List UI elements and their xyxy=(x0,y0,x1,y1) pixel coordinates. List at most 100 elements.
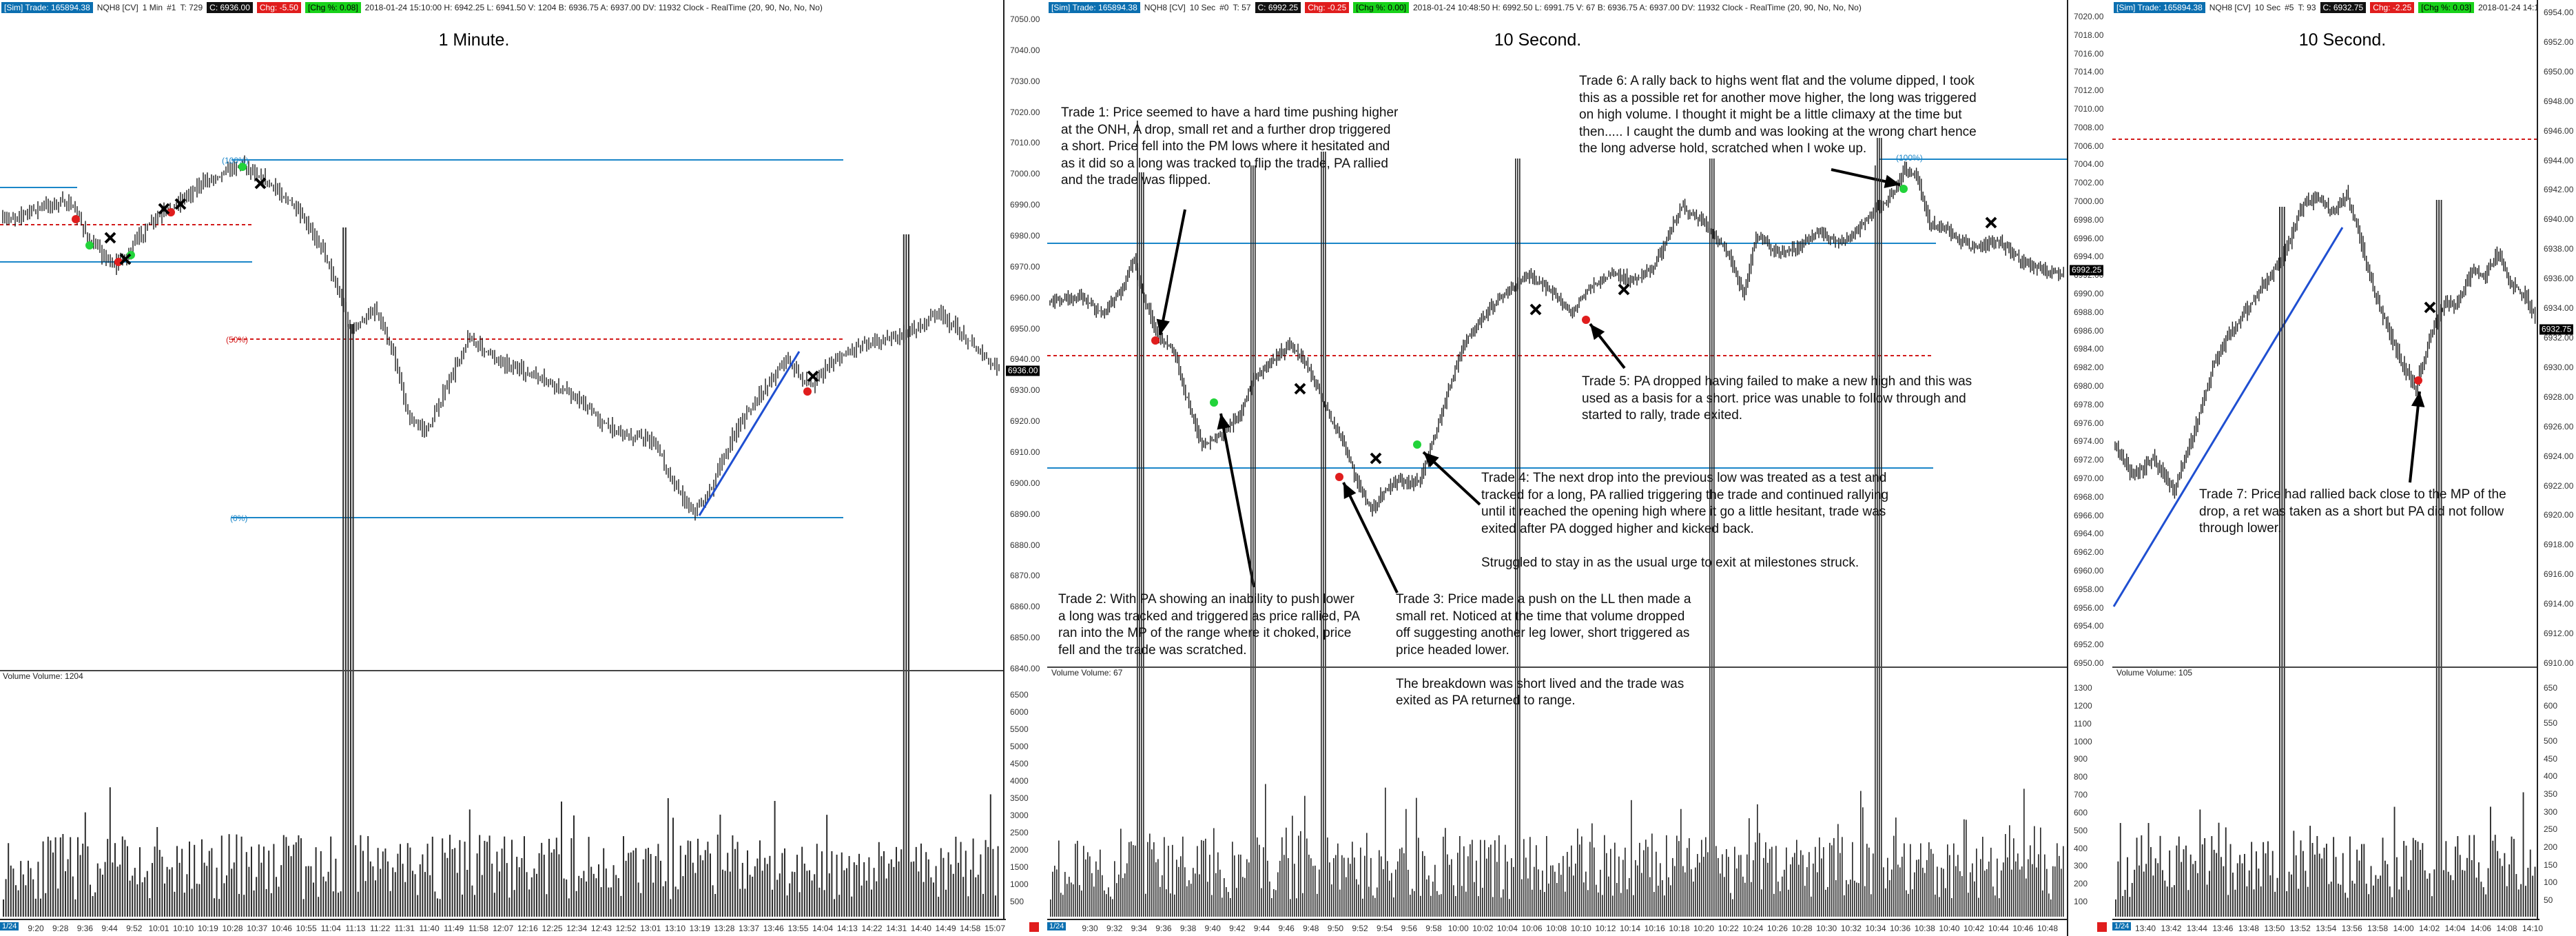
volume-bar xyxy=(1302,893,1304,917)
price-tick: 6924.00 xyxy=(2544,451,2574,461)
volume-bar xyxy=(896,846,897,917)
volume-bars xyxy=(1050,121,2064,917)
pane-divider[interactable] xyxy=(0,670,1006,671)
price-chart-10sec[interactable] xyxy=(1047,0,2071,936)
volume-bar xyxy=(357,891,359,917)
volume-bar xyxy=(612,865,615,917)
exit-marker xyxy=(807,370,819,383)
volume-bar xyxy=(878,842,880,917)
volume-bar xyxy=(784,848,785,917)
chart-panel-1min[interactable]: [Sim] Trade: 165894.38 NQH8 [CV] 1 Min #… xyxy=(0,0,1047,936)
interval-label[interactable]: 10 Sec xyxy=(1189,3,1216,12)
volume-bar xyxy=(1054,866,1055,917)
volume-bar xyxy=(1403,853,1405,917)
price-axis[interactable]: 6954.00 6952.00 6950.00 6948.00 6946.00 6944.… xyxy=(2537,0,2576,936)
time-tick: 15:07 xyxy=(984,924,1006,933)
price-axis[interactable]: 7050.00 7040.00 7030.00 7020.00 7010.00 7000.… xyxy=(1003,0,1047,936)
symbol-label[interactable]: NQH8 [CV] xyxy=(2209,3,2251,12)
volume-bar xyxy=(1538,869,1539,917)
volume-bar xyxy=(129,880,131,917)
symbol-label[interactable]: NQH8 [CV] xyxy=(1144,3,1186,12)
pane-divider[interactable] xyxy=(2112,667,2539,668)
volume-bar xyxy=(1691,869,1692,917)
volume-bar xyxy=(369,861,371,917)
long-entry-marker xyxy=(238,163,247,171)
volume-bar xyxy=(2017,853,2019,917)
volume-bar xyxy=(70,837,72,917)
price-chart-1min[interactable] xyxy=(0,0,1006,936)
volume-bar xyxy=(580,878,582,917)
symbol-label[interactable]: NQH8 [CV] xyxy=(96,3,138,12)
volume-bar xyxy=(1397,861,1399,917)
volume-bar xyxy=(1757,804,1758,917)
volume-bar xyxy=(1383,869,1384,917)
time-axis[interactable]: 1/24 9:20 9:28 9:36 9:44 9:52 10:01 10:10 10:19… xyxy=(0,919,1006,936)
time-tick: 9:36 xyxy=(1155,924,1172,933)
time-axis[interactable]: 1/24 9:30 9:32 9:34 9:36 9:38 9:40 9:42 9:44 9:4… xyxy=(1047,919,2067,936)
volume-bar xyxy=(1908,893,1909,917)
volume-bar xyxy=(637,882,639,917)
time-tick: 12:52 xyxy=(615,924,637,933)
chart-id-label: #1 xyxy=(167,3,176,12)
volume-bar xyxy=(625,860,627,917)
volume-bar xyxy=(96,863,99,917)
volume-bar xyxy=(2295,855,2297,917)
time-tick: 10:37 xyxy=(247,924,268,933)
time-tick: 14:00 xyxy=(2393,924,2414,933)
volume-bar xyxy=(1255,165,1256,917)
account-chip[interactable]: [Sim] Trade: 165894.38 xyxy=(1049,2,1140,13)
time-tick: 9:20 xyxy=(28,924,44,933)
volume-bar xyxy=(1075,844,1076,917)
time-axis[interactable]: 1/24 13:40 13:42 13:44 13:46 13:48 13:50 13:52… xyxy=(2112,919,2543,936)
volume-bar xyxy=(290,856,292,917)
volume-tick: 300 xyxy=(2074,861,2088,871)
volume-bar xyxy=(1558,863,1560,917)
volume-bar xyxy=(521,857,523,917)
volume-bar xyxy=(1744,882,1746,917)
volume-bar xyxy=(722,869,723,917)
volume-bar xyxy=(2504,853,2506,917)
annotation-arrowhead xyxy=(1217,414,1230,430)
price-axis[interactable]: 7020.00 7018.00 7016.00 7014.00 7012.00 7010.… xyxy=(2067,0,2112,936)
volume-bar xyxy=(208,851,210,917)
account-chip[interactable]: [Sim] Trade: 165894.38 xyxy=(1,2,93,13)
volume-bar xyxy=(1598,892,1599,917)
volume-bar xyxy=(962,877,965,917)
volume-bar xyxy=(491,864,493,917)
scroll-end-marker[interactable] xyxy=(2097,922,2107,932)
volume-bar xyxy=(1635,859,1636,917)
volume-tick: 1000 xyxy=(1010,879,1029,889)
account-chip[interactable]: [Sim] Trade: 165894.38 xyxy=(2114,2,2205,13)
volume-bar xyxy=(682,876,684,917)
volume-bar xyxy=(1587,890,1589,917)
volume-bar xyxy=(1982,837,1983,917)
volume-bar xyxy=(925,852,927,917)
interval-label[interactable]: 10 Sec xyxy=(2254,3,2281,12)
volume-bar xyxy=(1742,876,1744,917)
volume-bar xyxy=(72,876,74,917)
volume-bar xyxy=(2206,884,2208,917)
volume-bar xyxy=(2124,890,2126,917)
volume-bar xyxy=(650,853,652,917)
volume-bar xyxy=(62,834,64,917)
volume-bar xyxy=(1891,869,1893,917)
volume-bar xyxy=(253,890,255,917)
volume-bar xyxy=(995,895,996,917)
chart-panel-10sec-morning[interactable]: [Sim] Trade: 165894.38 NQH8 [CV] 10 Sec … xyxy=(1047,0,2112,936)
scroll-end-marker[interactable] xyxy=(1029,922,1039,932)
volume-bar xyxy=(1600,869,1601,917)
volume-bar xyxy=(1695,867,1696,917)
volume-bar xyxy=(699,855,701,917)
volume-bar xyxy=(1412,888,1413,917)
chart-panel-10sec-afternoon[interactable]: [Sim] Trade: 165894.38 NQH8 [CV] 10 Sec … xyxy=(2112,0,2576,936)
volume-bar xyxy=(1434,864,1436,917)
volume-bar xyxy=(1569,866,1570,917)
exit-marker xyxy=(2424,301,2436,314)
volume-bar xyxy=(1430,895,1432,917)
volume-bar xyxy=(1978,897,1979,917)
volume-bar xyxy=(1718,857,1719,917)
interval-label[interactable]: 1 Min xyxy=(142,3,163,12)
price-chart-10sec[interactable] xyxy=(2112,0,2539,936)
pane-divider[interactable] xyxy=(1047,667,2067,668)
volume-bar xyxy=(37,862,39,917)
